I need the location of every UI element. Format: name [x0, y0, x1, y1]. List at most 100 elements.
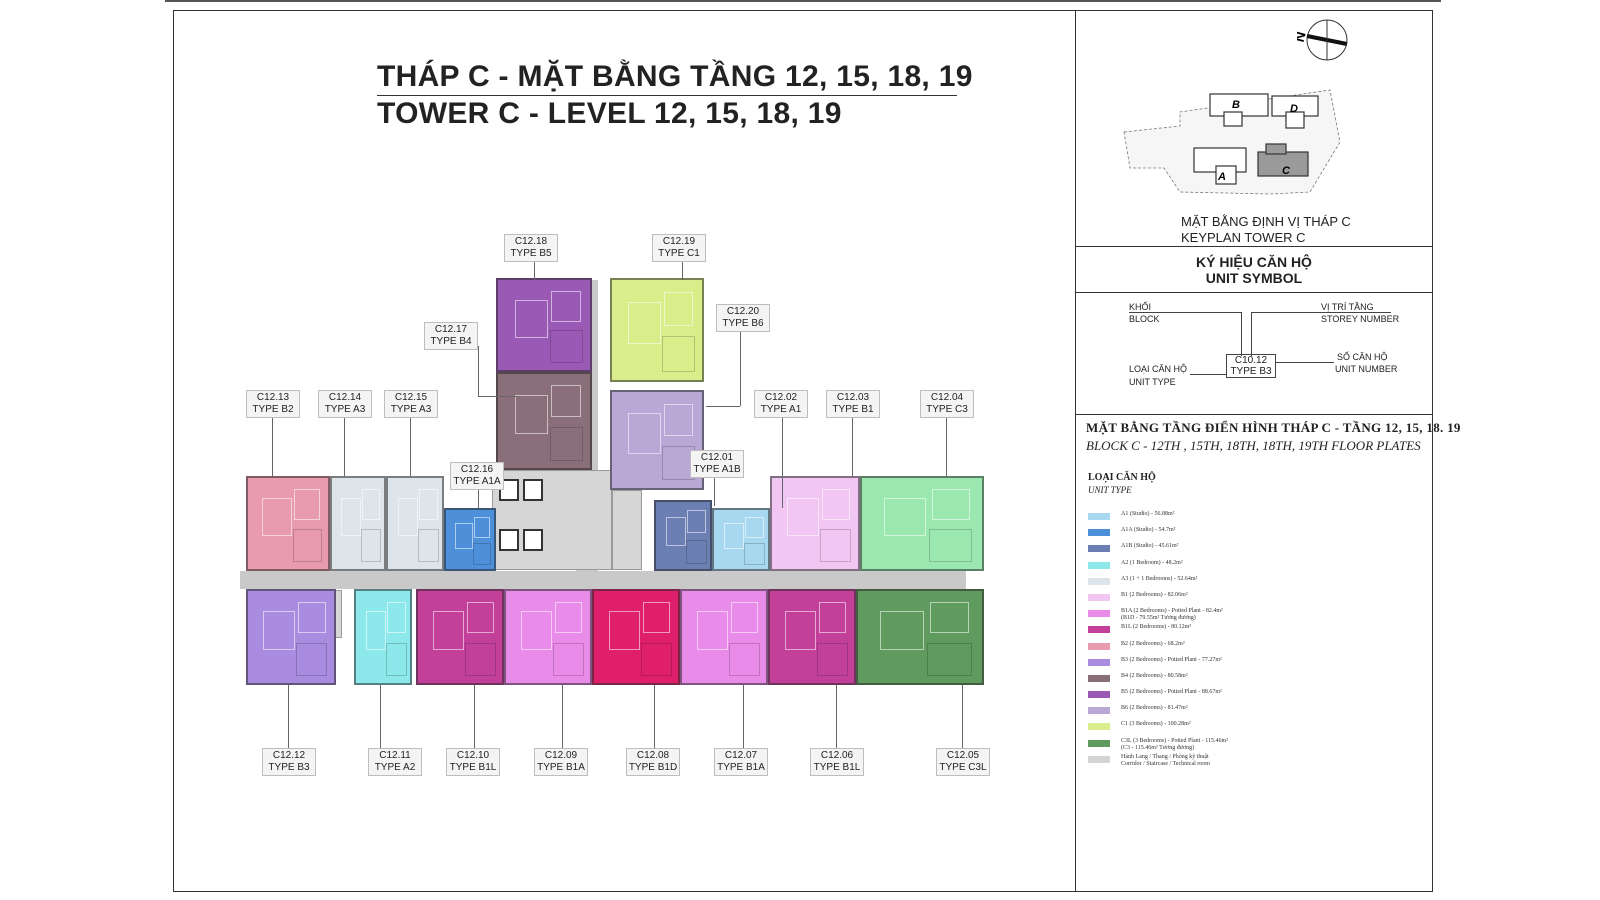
legend-item: B5 (2 Bedrooms) - Potted Plant - 88.67m² [1088, 689, 1418, 705]
floorplate-title-en: BLOCK C - 12TH , 15TH, 18TH, 18TH, 19TH … [1086, 438, 1421, 453]
floor-plan [230, 200, 1030, 800]
legend-label: B5 (2 Bedrooms) - Potted Plant - 88.67m² [1121, 689, 1222, 696]
legend-swatch [1088, 642, 1110, 650]
unit-label-c12-06[interactable]: C12.06 TYPE B1L [810, 748, 864, 776]
unit-label-c12-11[interactable]: C12.11 TYPE A2 [368, 748, 422, 776]
symbol-block-vi: KHỐI [1129, 302, 1152, 312]
unit-c12-17[interactable] [496, 372, 592, 470]
unit-label-c12-18[interactable]: C12.18 TYPE B5 [504, 234, 558, 262]
panel-rule-3 [1075, 414, 1433, 415]
unit-label-c12-12[interactable]: C12.12 TYPE B3 [262, 748, 316, 776]
legend-swatch [1088, 658, 1110, 666]
leader [288, 685, 289, 749]
legend-label: B6 (2 Bedrooms) - 81.47m² [1121, 705, 1188, 712]
unit-c12-09[interactable] [504, 589, 592, 685]
legend-item: B4 (2 Bedrooms) - 80.58m² [1088, 673, 1418, 689]
unit-c12-18[interactable] [496, 278, 592, 372]
leader [344, 414, 345, 476]
legend-swatch [1088, 593, 1110, 601]
unit-label-c12-14[interactable]: C12.14 TYPE A3 [318, 390, 372, 418]
north-compass-icon: N [1297, 19, 1348, 61]
title-underline [377, 95, 957, 96]
symbol-line [1241, 312, 1242, 356]
drawing-frame [173, 10, 1433, 892]
top-rule [165, 0, 1441, 2]
unit-c12-08[interactable] [592, 589, 680, 685]
symbol-line [1129, 312, 1241, 313]
leader [836, 685, 837, 749]
unit-c12-05[interactable] [856, 589, 984, 685]
leader [743, 685, 744, 749]
keyplan-block-a: A [1217, 171, 1226, 183]
leader [740, 322, 741, 406]
unit-c12-12[interactable] [246, 589, 336, 685]
leader [474, 685, 475, 749]
unit-c12-14[interactable] [330, 476, 386, 571]
unit-label-c12-04[interactable]: C12.04 TYPE C3 [920, 390, 974, 418]
leader [706, 406, 740, 407]
unit-label-c12-07[interactable]: C12.07 TYPE B1A [714, 748, 768, 776]
leader [946, 414, 947, 476]
legend-label: B3 (2 Bedrooms) - Potted Plant - 77.27m² [1121, 656, 1222, 663]
symbol-storey-en: STOREY NUMBER [1321, 314, 1400, 324]
title-vi: THÁP C - MẶT BẰNG TẦNG 12, 15, 18, 19 [377, 60, 973, 93]
unit-c12-03[interactable] [770, 476, 860, 571]
unit-c12-13[interactable] [246, 476, 330, 571]
unit-label-c12-01[interactable]: C12.01 TYPE A1B [690, 450, 744, 478]
unit-c12-04[interactable] [860, 476, 984, 571]
unit-c12-06[interactable] [768, 589, 856, 685]
unit-c12-10[interactable] [416, 589, 504, 685]
unit-label-c12-10[interactable]: C12.10 TYPE B1L [446, 748, 500, 776]
legend-item: A3 (1 + 1 Bedrooms) - 52.64m² [1088, 576, 1418, 592]
leader [962, 685, 963, 749]
legend-label: B1 (2 Bedrooms) - 82.06m² [1121, 591, 1188, 598]
unit-label-c12-02[interactable]: C12.02 TYPE A1 [754, 390, 808, 418]
unit-label-c12-17[interactable]: C12.17 TYPE B4 [424, 322, 478, 350]
legend-item: A2 (1 Bedroom) - 48.2m² [1088, 560, 1418, 576]
unit-label-c12-16[interactable]: C12.16 TYPE A1A [450, 462, 504, 490]
legend-item: B3 (2 Bedrooms) - Potted Plant - 77.27m² [1088, 657, 1418, 673]
unit-label-c12-03[interactable]: C12.03 TYPE B1 [826, 390, 880, 418]
unit-label-c12-19[interactable]: C12.19 TYPE C1 [652, 234, 706, 262]
unit-c12-01[interactable] [654, 500, 712, 571]
compass-label: N [1297, 30, 1309, 44]
unit-c12-15[interactable] [386, 476, 444, 571]
unit-label-c12-09[interactable]: C12.09 TYPE B1A [534, 748, 588, 776]
unit-symbol-title-vi: KÝ HIỆU CĂN HỘ [1196, 254, 1312, 270]
legend-item: C3L (3 Bedrooms) - Potted Plant - 115.46… [1088, 738, 1418, 754]
panel-rule-1 [1075, 246, 1433, 247]
legend-swatch [1088, 739, 1110, 747]
unit-type-heading-vi: LOẠI CĂN HỘ [1088, 472, 1156, 483]
unit-c12-11[interactable] [354, 589, 412, 685]
symbol-line [1190, 374, 1226, 375]
keyplan-block-b: B [1232, 99, 1240, 111]
unit-label-c12-13[interactable]: C12.13 TYPE B2 [246, 390, 300, 418]
legend-swatch [1088, 610, 1110, 618]
unit-label-c12-15[interactable]: C12.15 TYPE A3 [384, 390, 438, 418]
unit-c12-20[interactable] [610, 390, 704, 490]
unit-c12-19[interactable] [610, 278, 704, 382]
unit-label-c12-05[interactable]: C12.05 TYPE C3L [936, 748, 990, 776]
symbol-block-en: BLOCK [1129, 314, 1160, 324]
unit-type-heading-en: UNIT TYPE [1088, 485, 1132, 495]
unit-label-c12-20[interactable]: C12.20 TYPE B6 [716, 304, 770, 332]
lift-4 [523, 529, 543, 551]
symbol-example-type: TYPE B3 [1230, 366, 1272, 377]
legend-swatch [1088, 707, 1110, 715]
symbol-unit-number-vi: SỐ CĂN HỘ [1337, 352, 1388, 362]
legend-item: C1 (3 Bedrooms) - 100.28m² [1088, 721, 1418, 737]
legend-label: A1 (Studio) - 56.88m² [1121, 511, 1175, 517]
leader [478, 346, 479, 396]
unit-c12-16[interactable] [444, 508, 496, 571]
leader [478, 486, 479, 508]
keyplan-caption-en: KEYPLAN TOWER C [1181, 230, 1306, 245]
legend-label: A1B (Studio) - 45.61m² [1121, 543, 1179, 550]
unit-label-c12-08[interactable]: C12.08 TYPE B1D [626, 748, 680, 776]
unit-c12-07[interactable] [680, 589, 768, 685]
leader [272, 414, 273, 476]
legend-swatch [1088, 577, 1110, 585]
symbol-unit-number-en: UNIT NUMBER [1335, 364, 1398, 374]
keyplan-caption-vi: MẶT BẰNG ĐỊNH VỊ THÁP C [1181, 214, 1351, 229]
symbol-example-code: C10.12 [1234, 355, 1268, 366]
unit-c12-02[interactable] [712, 508, 770, 571]
